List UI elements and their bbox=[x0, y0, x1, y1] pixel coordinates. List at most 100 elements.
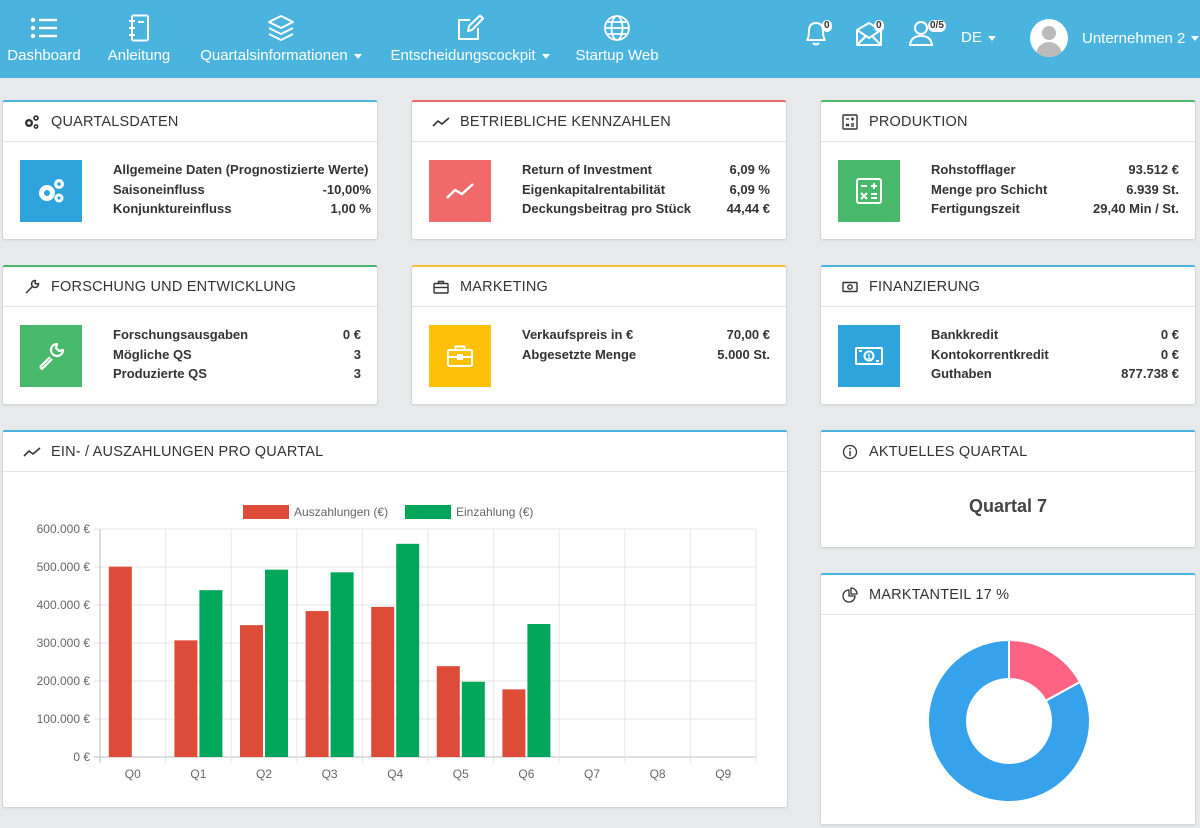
briefcase-tile-icon bbox=[429, 325, 491, 387]
data-row: Return of Investment 6,09 % bbox=[522, 162, 770, 177]
bar-einzahlung[interactable] bbox=[199, 590, 223, 757]
svg-text:1: 1 bbox=[867, 354, 871, 361]
bar-auszahlungen[interactable] bbox=[174, 640, 198, 757]
marketing-rows: Verkaufspreis in €70,00 € Abgesetzte Men… bbox=[522, 327, 770, 366]
money-icon bbox=[841, 279, 859, 295]
y-tick-label: 300.000 € bbox=[37, 636, 91, 650]
data-row: Bankkredit 0 € bbox=[931, 327, 1179, 342]
user-name: Unternehmen 2 bbox=[1082, 29, 1186, 47]
x-tick-label: Q6 bbox=[518, 767, 534, 781]
y-tick-label: 200.000 € bbox=[37, 674, 91, 688]
data-row: Guthaben 877.738 € bbox=[931, 366, 1179, 381]
avatar bbox=[1030, 19, 1068, 57]
card-quartalsdaten: QUARTALSDATEN Allgemeine Daten (Prognost… bbox=[2, 100, 378, 240]
x-tick-label: Q3 bbox=[322, 767, 338, 781]
bar-auszahlungen[interactable] bbox=[502, 689, 526, 757]
card-forschung: FORSCHUNG UND ENTWICKLUNG Forschungsausg… bbox=[2, 265, 378, 405]
data-row: Konjunktureinfluss 1,00 % bbox=[113, 201, 371, 216]
language-selector[interactable]: DE bbox=[961, 29, 996, 46]
quartalsdaten-rows: Allgemeine Daten (Prognostizierte Werte)… bbox=[113, 162, 371, 221]
calculator-icon bbox=[841, 113, 859, 130]
cogs-tile-icon bbox=[20, 160, 82, 222]
legend-label[interactable]: Einzahlung (€) bbox=[456, 505, 533, 519]
card-marketing: MARKETING Verkaufspreis in €70,00 € Abge… bbox=[411, 265, 787, 405]
card-title: BETRIEBLICHE KENNZAHLEN bbox=[460, 113, 671, 130]
data-row: Abgesetzte Menge 5.000 St. bbox=[522, 346, 770, 362]
mail-count-badge: 0 bbox=[874, 20, 884, 32]
data-row: Verkaufspreis in €70,00 € bbox=[522, 327, 770, 342]
caret-down-icon bbox=[1191, 36, 1200, 42]
user-menu[interactable]: Unternehmen 2 bbox=[1030, 18, 1200, 58]
legend-swatch[interactable] bbox=[405, 505, 451, 519]
notifications-button[interactable]: 0 bbox=[802, 18, 842, 54]
globe-icon bbox=[602, 14, 632, 42]
card-title: AKTUELLES QUARTAL bbox=[869, 443, 1028, 460]
data-row: Forschungsausgaben 0 € bbox=[113, 327, 361, 342]
x-tick-label: Q7 bbox=[584, 767, 600, 781]
cogs-icon bbox=[23, 114, 41, 130]
nav-startup-web[interactable]: Startup Web bbox=[574, 0, 660, 78]
language-label: DE bbox=[961, 29, 982, 46]
mail-icon bbox=[856, 22, 882, 46]
legend-label[interactable]: Auszahlungen (€) bbox=[294, 505, 388, 519]
forschung-rows: Forschungsausgaben 0 € Mögliche QS 3 Produ… bbox=[113, 327, 361, 386]
layers-icon bbox=[266, 14, 296, 42]
bar-einzahlung[interactable] bbox=[527, 624, 551, 757]
bar-einzahlung[interactable] bbox=[396, 543, 420, 757]
bar-einzahlung[interactable] bbox=[330, 572, 354, 757]
line-chart-icon bbox=[432, 114, 450, 130]
bar-auszahlungen[interactable] bbox=[436, 666, 460, 757]
bell-count-badge: 0 bbox=[822, 20, 832, 32]
pie-chart-icon bbox=[841, 586, 859, 603]
card-title: PRODUKTION bbox=[869, 113, 968, 130]
data-row: Allgemeine Daten (Prognostizierte Werte) bbox=[113, 162, 369, 177]
y-tick-label: 0 € bbox=[73, 750, 90, 764]
nav-entscheidungscockpit-label: Entscheidungscockpit bbox=[390, 47, 536, 64]
nav-anleitung[interactable]: Anleitung bbox=[104, 0, 174, 78]
data-row: Produzierte QS 3 bbox=[113, 366, 361, 381]
data-row: Eigenkapitalrentabilität 6,09 % bbox=[522, 181, 770, 197]
nav-entscheidungscockpit[interactable]: Entscheidungscockpit bbox=[388, 0, 552, 78]
x-tick-label: Q9 bbox=[715, 767, 731, 781]
bar-auszahlungen[interactable] bbox=[305, 611, 329, 757]
caret-down-icon bbox=[987, 35, 996, 41]
produktion-rows: Rohstofflager 93.512 € Menge pro Schicht 6… bbox=[931, 162, 1179, 221]
card-title: MARKETING bbox=[460, 278, 548, 295]
wrench-icon bbox=[23, 279, 41, 295]
nav-startup-web-label: Startup Web bbox=[575, 47, 659, 64]
line-chart-tile-icon bbox=[429, 160, 491, 222]
current-quarter: Quartal 7 bbox=[968, 496, 1048, 516]
x-tick-label: Q8 bbox=[650, 767, 666, 781]
data-row: Fertigungszeit 29,40 Min / St. bbox=[931, 201, 1179, 216]
card-title: QUARTALSDATEN bbox=[51, 113, 179, 130]
edit-icon bbox=[455, 14, 485, 42]
y-tick-label: 100.000 € bbox=[37, 712, 91, 726]
list-icon bbox=[29, 14, 59, 42]
data-row: Kontokorrentkredit 0 € bbox=[931, 346, 1179, 362]
x-tick-label: Q5 bbox=[453, 767, 469, 781]
nav-quartalsinformationen[interactable]: Quartalsinformationen bbox=[196, 0, 366, 78]
bar-auszahlungen[interactable] bbox=[240, 625, 263, 757]
card-title: FINANZIERUNG bbox=[869, 278, 981, 295]
legend-swatch[interactable] bbox=[243, 505, 289, 519]
finanzierung-rows: Bankkredit 0 € Kontokorrentkredit 0 € Guth… bbox=[931, 327, 1179, 386]
bar-auszahlungen[interactable] bbox=[371, 606, 395, 757]
x-tick-label: Q2 bbox=[256, 767, 272, 781]
data-row: Rohstofflager 93.512 € bbox=[931, 162, 1179, 177]
card-title: FORSCHUNG UND ENTWICKLUNG bbox=[51, 278, 297, 295]
briefcase-icon bbox=[432, 279, 450, 295]
nav-dashboard[interactable]: Dashboard bbox=[4, 0, 84, 78]
bar-einzahlung[interactable] bbox=[265, 569, 288, 757]
nav-anleitung-label: Anleitung bbox=[107, 47, 171, 64]
donut-slice-rest[interactable] bbox=[927, 638, 1091, 803]
users-button[interactable]: 0/5 bbox=[908, 18, 948, 54]
data-row: Mögliche QS 3 bbox=[113, 346, 361, 362]
messages-button[interactable]: 0 bbox=[854, 18, 894, 54]
x-tick-label: Q0 bbox=[125, 767, 141, 781]
kennzahlen-rows: Return of Investment 6,09 % Eigenkapitalr… bbox=[522, 162, 770, 221]
bar-einzahlung[interactable] bbox=[461, 681, 485, 757]
card-aktuelles-quartal: AKTUELLES QUARTAL Quartal 7 bbox=[820, 430, 1196, 548]
user-icon bbox=[908, 21, 934, 46]
bar-auszahlungen[interactable] bbox=[108, 566, 132, 757]
notebook-icon bbox=[124, 14, 154, 42]
